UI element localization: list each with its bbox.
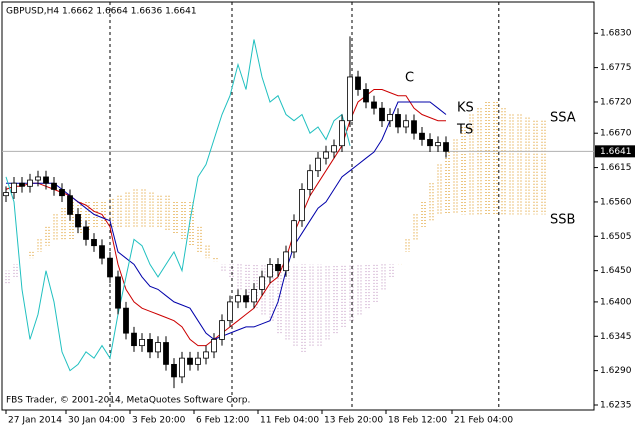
candle-body [43,176,49,184]
candle-body [371,101,377,109]
line-label: SSA [550,111,576,126]
y-tick-label: 1.6560 [600,197,632,207]
candle-body [299,189,305,222]
candle-body [443,142,449,152]
candle-body [323,151,329,159]
line-label: KS [457,101,474,116]
candle-body [83,226,89,240]
x-tick-label: 11 Feb 04:00 [260,416,319,426]
candle-body [307,170,313,190]
candle-body [91,239,97,247]
y-tick-label: 1.6235 [600,401,632,411]
candle-body [163,342,169,365]
y-tick-label: 1.6775 [600,63,632,73]
candle-body [123,307,129,334]
candle-body [147,338,153,353]
candle-body [395,114,401,128]
footer: FBS Trader, © 2001-2014, MetaQuotes Soft… [6,396,250,406]
candle-body [291,220,297,253]
y-tick-label: 1.6450 [600,266,632,276]
candle-body [251,289,257,303]
y-tick-label: 1.6400 [600,297,632,307]
candle-body [331,145,337,153]
indicator-line [5,39,351,372]
candle-body [35,176,41,181]
last-price-label: 1.6641 [600,147,632,157]
candle-body [115,276,121,309]
candle-body [203,351,209,359]
candle-body [411,120,417,134]
line-label: TS [456,123,473,138]
y-tick-label: 1.6830 [600,29,632,39]
y-tick-label: 1.6670 [600,129,632,139]
y-tick-label: 1.6345 [600,332,632,342]
x-tick-label: 13 Feb 20:00 [324,416,383,426]
candle-body [11,182,17,193]
chart-title: GBPUSD,H4 1.6662 1.6664 1.6636 1.6641 [6,7,197,17]
candle-body [67,195,73,215]
y-tick-label: 1.6505 [600,232,632,242]
candle-body [179,357,185,378]
candle-body [379,107,385,122]
candle-body [363,89,369,103]
last-price-box [595,145,635,158]
x-tick-label: 18 Feb 12:00 [388,416,447,426]
candle-body [315,157,321,172]
candle-body [267,264,273,278]
x-tick-label: 21 Feb 04:00 [454,416,513,426]
candle-body [99,245,105,259]
candle-body [283,251,289,272]
candle-body [339,120,345,147]
candle-body [51,182,57,190]
line-label: C [405,71,414,86]
candle-body [187,357,193,365]
candle-body [75,214,81,228]
candle-body [243,295,249,303]
candle-body [211,338,217,353]
candle-body [171,363,177,378]
candle-body [347,76,353,122]
line-label: SSB [550,213,575,228]
candle-body [131,332,137,347]
candle-body [59,189,65,197]
y-tick-label: 1.6720 [600,97,632,107]
candle-body [139,338,145,347]
y-tick-label: 1.6615 [600,163,632,173]
plot-frame [1,1,595,411]
candle-body [3,192,9,197]
candle-body [195,357,201,365]
candle-body [107,257,113,278]
candle-body [235,295,241,303]
candle-body [427,139,433,147]
candle-body [19,182,25,187]
candle-body [403,120,409,128]
x-tick-label: 30 Jan 04:00 [68,416,125,426]
indicator-line [6,101,447,340]
candle-body [27,179,33,187]
candle-body [275,264,281,272]
x-tick-label: 6 Feb 12:00 [196,416,250,426]
candle-body [219,320,225,340]
x-tick-label: 27 Jan 2014 [8,416,62,426]
x-tick-label: 3 Feb 20:00 [132,416,186,426]
candle-body [435,142,441,147]
candle-body [387,114,393,122]
candle-body [419,132,425,140]
y-tick-label: 1.6290 [600,366,632,376]
candle-body [259,276,265,290]
candle-body [227,301,233,322]
candle-body [355,76,361,90]
candle-body [155,342,161,353]
